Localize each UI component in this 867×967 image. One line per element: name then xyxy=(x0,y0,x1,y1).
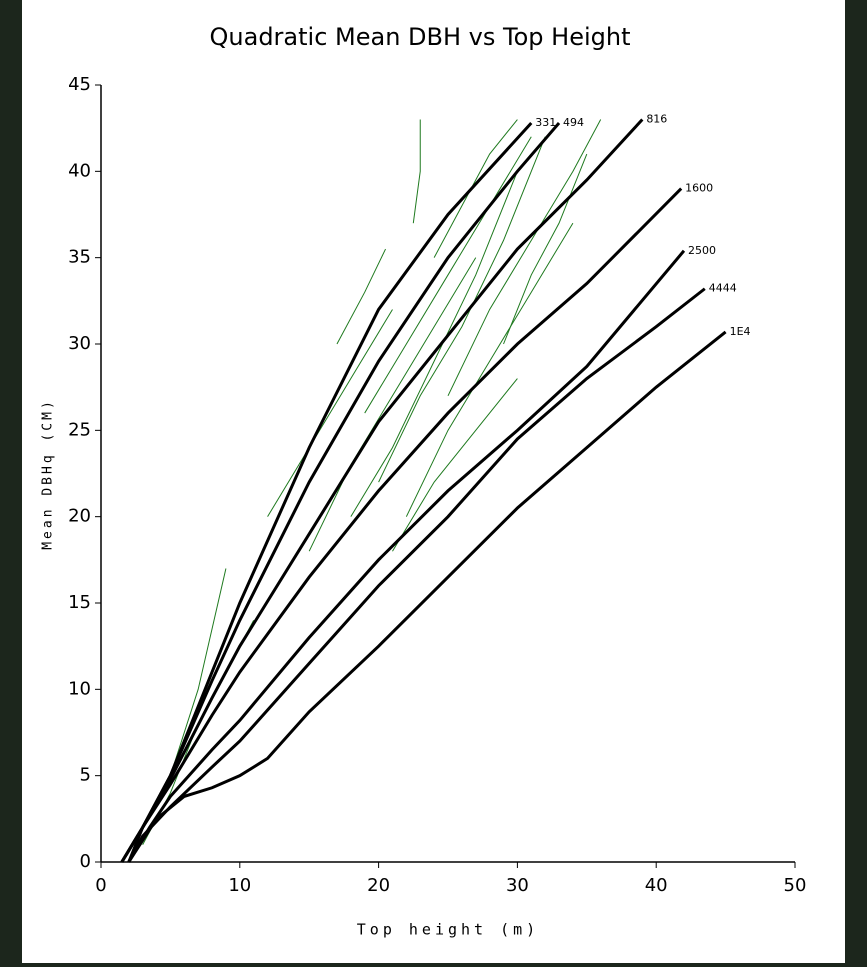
line-label: 494 xyxy=(563,116,584,129)
x-axis-label: Top height (m) xyxy=(357,921,539,939)
reference-line xyxy=(127,187,683,863)
chart-title: Quadratic Mean DBH vs Top Height xyxy=(210,23,631,51)
y-tick-label: 45 xyxy=(68,74,91,95)
stand-line xyxy=(378,136,546,483)
stand-line xyxy=(433,119,518,258)
y-axis-label: Mean DBHq (CM) xyxy=(41,398,56,550)
stand-line xyxy=(336,248,386,345)
stand-line xyxy=(503,153,588,345)
x-tick-label: 10 xyxy=(228,875,251,896)
stand-line xyxy=(447,119,602,397)
y-tick-label: 40 xyxy=(68,160,91,181)
x-tick-label: 20 xyxy=(367,875,390,896)
stand-line xyxy=(350,171,518,517)
line-label: 1600 xyxy=(685,182,713,195)
x-tick-label: 0 xyxy=(95,875,106,896)
x-tick-label: 40 xyxy=(645,875,668,896)
stand-line xyxy=(169,568,227,776)
panel xyxy=(22,0,845,963)
y-tick-label: 20 xyxy=(68,506,91,527)
line-label: 2500 xyxy=(688,244,716,257)
stand-line xyxy=(364,136,532,414)
line-label: 331 xyxy=(535,116,556,129)
y-tick-label: 25 xyxy=(68,419,91,440)
x-tick-label: 30 xyxy=(506,875,529,896)
line-label: 4444 xyxy=(709,282,737,295)
y-tick-label: 30 xyxy=(68,333,91,354)
reference-line xyxy=(127,330,727,863)
stand-line xyxy=(392,378,518,552)
y-tick-label: 35 xyxy=(68,247,91,268)
reference-line xyxy=(127,249,686,863)
line-label: 1E4 xyxy=(730,325,751,338)
stand-line xyxy=(405,222,574,517)
x-tick-label: 50 xyxy=(784,875,807,896)
y-tick-label: 10 xyxy=(68,678,91,699)
stand-line xyxy=(412,119,421,224)
stand-line xyxy=(308,257,477,552)
reference-line xyxy=(120,118,644,863)
y-tick-label: 5 xyxy=(80,765,91,786)
stand-line xyxy=(267,309,393,517)
y-tick-label: 0 xyxy=(80,851,91,872)
y-tick-label: 15 xyxy=(68,592,91,613)
line-label: 816 xyxy=(646,113,667,126)
